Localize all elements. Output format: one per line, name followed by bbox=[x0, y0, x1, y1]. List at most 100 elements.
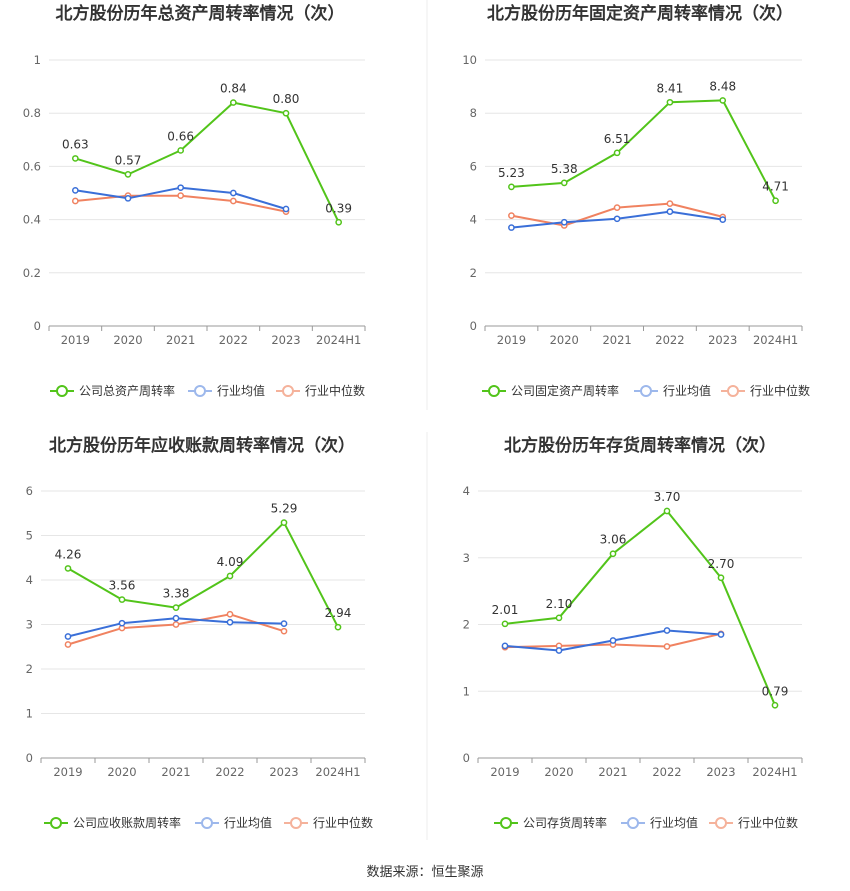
data-point-company bbox=[124, 171, 132, 178]
x-tick-label: 2020 bbox=[113, 333, 142, 347]
x-tick-label: 2024H1 bbox=[316, 333, 361, 347]
x-tick-label: 2023 bbox=[708, 333, 737, 347]
legend-marker-icon bbox=[640, 385, 652, 397]
data-point-company bbox=[280, 519, 288, 526]
data-label: 3.38 bbox=[163, 587, 190, 601]
legend-marker-icon bbox=[488, 385, 500, 397]
legend-label: 行业中位数 bbox=[738, 815, 798, 830]
legend-label: 行业均值 bbox=[650, 815, 698, 830]
legend-label: 公司总资产周转率 bbox=[79, 383, 175, 398]
x-tick-label: 2024H1 bbox=[315, 765, 360, 779]
x-tick-label: 2019 bbox=[490, 765, 519, 779]
y-tick-label: 0 bbox=[26, 751, 33, 765]
x-tick-label: 2023 bbox=[271, 333, 300, 347]
data-point-industry-avg bbox=[613, 215, 621, 223]
data-label: 6.51 bbox=[604, 132, 631, 146]
data-point-company bbox=[226, 572, 234, 580]
y-tick-label: 8 bbox=[470, 106, 477, 120]
data-point-industry-median bbox=[280, 627, 288, 635]
data-label: 2.70 bbox=[708, 557, 735, 571]
data-point-industry-median bbox=[64, 641, 72, 648]
data-point-industry-median bbox=[613, 204, 621, 211]
legend-item-industry-median: 行业中位数 bbox=[284, 815, 373, 830]
legend-marker-icon bbox=[201, 817, 213, 829]
x-tick-label: 2021 bbox=[161, 765, 190, 779]
x-tick-label: 2020 bbox=[107, 765, 136, 779]
data-label: 2.01 bbox=[492, 603, 519, 617]
data-label: 0.84 bbox=[220, 82, 247, 96]
series-line-company bbox=[67, 521, 339, 628]
y-tick-label: 0.6 bbox=[23, 159, 41, 173]
data-label: 4.71 bbox=[762, 180, 789, 194]
y-tick-label: 4 bbox=[463, 484, 470, 498]
data-point-industry-avg bbox=[124, 194, 132, 202]
x-tick-label: 2019 bbox=[497, 333, 526, 347]
legend-marker-icon bbox=[715, 817, 727, 829]
data-point-industry-avg bbox=[609, 637, 617, 644]
data-point-industry-median bbox=[71, 197, 79, 205]
data-point-company bbox=[772, 197, 779, 205]
chart-fixed-asset-turnover: 北方股份历年固定资产周转率情况（次） 0 2 4 6 8 10 2019 2020 2021 202… bbox=[462, 3, 810, 398]
data-label: 2.94 bbox=[325, 606, 352, 620]
y-tick-label: 4 bbox=[470, 213, 477, 227]
data-point-company bbox=[172, 604, 180, 611]
legend-marker-icon bbox=[282, 385, 294, 397]
data-label: 0.80 bbox=[273, 92, 300, 106]
data-point-company bbox=[560, 179, 568, 187]
data-point-industry-avg bbox=[280, 620, 288, 627]
chart-receivables-turnover: 北方股份历年应收账款周转率情况（次） 0 1 2 3 4 5 6 2019 2020 2021 202… bbox=[26, 435, 373, 830]
data-label: 0.39 bbox=[325, 201, 352, 215]
legend-marker-icon bbox=[627, 817, 639, 829]
chart-title: 北方股份历年总资产周转率情况（次） bbox=[56, 3, 345, 24]
data-point-company bbox=[555, 614, 563, 622]
data-point-industry-avg bbox=[118, 619, 126, 627]
data-label: 5.23 bbox=[498, 166, 525, 180]
data-label: 2.10 bbox=[546, 597, 573, 611]
legend-marker-icon bbox=[290, 817, 302, 829]
legend-label: 公司固定资产周转率 bbox=[511, 383, 619, 398]
legend-label: 行业中位数 bbox=[750, 383, 810, 398]
legend-item-industry-median: 行业中位数 bbox=[721, 383, 810, 398]
data-point-industry-avg bbox=[555, 647, 563, 654]
y-tick-label: 6 bbox=[470, 159, 477, 173]
legend-marker-icon bbox=[194, 385, 206, 397]
y-tick-label: 5 bbox=[26, 529, 33, 543]
x-tick-label: 2023 bbox=[706, 765, 735, 779]
legend-label: 行业均值 bbox=[217, 383, 265, 398]
x-tick-label: 2020 bbox=[544, 765, 573, 779]
data-point-company bbox=[609, 550, 617, 558]
data-label: 0.79 bbox=[762, 684, 789, 698]
legend-item-industry-avg: 行业均值 bbox=[195, 815, 272, 830]
data-point-industry-median bbox=[508, 212, 515, 219]
x-tick-label: 2022 bbox=[655, 333, 684, 347]
legend-item-industry-avg: 行业均值 bbox=[634, 383, 711, 398]
legend-label: 公司存货周转率 bbox=[523, 815, 607, 830]
legend-label: 行业中位数 bbox=[305, 383, 365, 398]
legend-label: 公司应收账款周转率 bbox=[73, 815, 181, 830]
data-point-industry-avg bbox=[663, 627, 671, 634]
legend-label: 行业中位数 bbox=[313, 815, 373, 830]
legend-item-industry-avg: 行业均值 bbox=[188, 383, 265, 398]
y-tick-label: 4 bbox=[26, 573, 33, 587]
data-point-company bbox=[663, 507, 671, 515]
y-tick-label: 0 bbox=[470, 319, 477, 333]
data-point-industry-median bbox=[663, 643, 671, 650]
data-point-industry-avg bbox=[560, 218, 568, 226]
series-line-company bbox=[511, 99, 777, 202]
data-point-industry-avg bbox=[666, 208, 674, 215]
data-label: 5.29 bbox=[271, 502, 298, 516]
legend-item-company: 公司应收账款周转率 bbox=[44, 815, 181, 830]
data-point-company bbox=[666, 98, 674, 106]
data-point-company bbox=[717, 574, 725, 582]
y-tick-label: 2 bbox=[26, 662, 33, 676]
x-tick-label: 2021 bbox=[166, 333, 195, 347]
legend-marker-icon bbox=[500, 817, 512, 829]
y-tick-label: 2 bbox=[463, 618, 470, 632]
x-tick-label: 2021 bbox=[598, 765, 627, 779]
x-tick-label: 2020 bbox=[550, 333, 579, 347]
data-point-industry-avg bbox=[719, 216, 727, 223]
data-point-company bbox=[771, 701, 779, 709]
data-label: 3.56 bbox=[109, 579, 136, 593]
data-label: 8.41 bbox=[657, 81, 684, 95]
data-point-company bbox=[719, 97, 727, 104]
